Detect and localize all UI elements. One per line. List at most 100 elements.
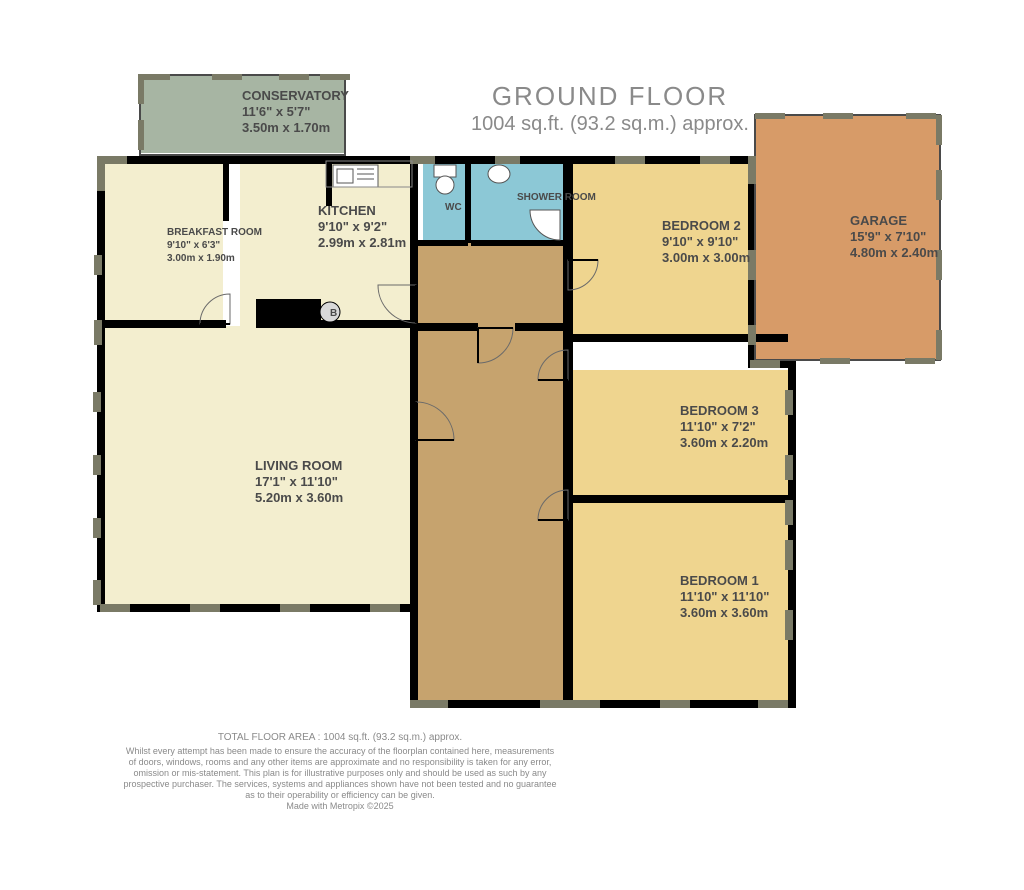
svg-text:2.99m x 2.81m: 2.99m x 2.81m	[318, 235, 406, 250]
wall-accent	[320, 74, 350, 80]
svg-text:KITCHEN: KITCHEN	[318, 203, 376, 218]
kitchen-sink-icon	[333, 165, 378, 187]
wall-accent	[212, 74, 242, 80]
exterior-wall	[415, 156, 570, 164]
svg-text:B: B	[330, 308, 337, 319]
svg-text:9'10" x 6'3": 9'10" x 6'3"	[167, 240, 220, 251]
svg-text:BEDROOM 3: BEDROOM 3	[680, 403, 759, 418]
wall-accent	[93, 518, 101, 538]
label-living: LIVING ROOM17'1" x 11'10"5.20m x 3.60m	[255, 458, 343, 505]
wall-accent	[190, 604, 220, 612]
wall-accent	[820, 358, 850, 364]
svg-text:17'1" x 11'10": 17'1" x 11'10"	[255, 474, 338, 489]
wall-accent	[93, 455, 101, 475]
svg-text:Made with Metropix ©2025: Made with Metropix ©2025	[286, 801, 393, 811]
wall-accent	[750, 360, 780, 368]
svg-text:3.60m x 2.20m: 3.60m x 2.20m	[680, 435, 768, 450]
interior-wall	[563, 604, 573, 708]
interior-wall	[465, 161, 471, 243]
wall-accent	[905, 358, 935, 364]
interior-wall	[223, 161, 229, 221]
svg-text:3.00m x 1.90m: 3.00m x 1.90m	[167, 253, 235, 264]
wall-accent	[785, 540, 793, 570]
wall-accent	[785, 455, 793, 480]
interior-wall	[418, 240, 468, 246]
wall-accent	[785, 500, 793, 525]
svg-text:15'9" x 7'10": 15'9" x 7'10"	[850, 229, 926, 244]
svg-text:5.20m x 3.60m: 5.20m x 3.60m	[255, 490, 343, 505]
wall-accent	[370, 604, 400, 612]
wall-accent	[936, 170, 942, 200]
wall-accent	[936, 330, 942, 360]
wall-accent	[279, 74, 309, 80]
interior-wall	[410, 604, 418, 708]
svg-text:BREAKFAST ROOM: BREAKFAST ROOM	[167, 227, 262, 238]
exterior-wall	[97, 156, 105, 612]
exterior-wall	[410, 700, 796, 708]
svg-text:GROUND FLOOR: GROUND FLOOR	[492, 81, 728, 111]
toilet-icon	[434, 165, 456, 177]
interior-wall	[326, 161, 332, 206]
kitchen-island	[256, 299, 321, 328]
interior-wall	[573, 495, 788, 503]
wall-accent	[410, 156, 435, 164]
wall-accent	[418, 700, 448, 708]
wall-accent	[140, 74, 170, 80]
svg-text:3.50m x 1.70m: 3.50m x 1.70m	[242, 120, 330, 135]
wall-accent	[748, 156, 756, 184]
svg-text:WC: WC	[445, 202, 462, 213]
svg-text:SHOWER ROOM: SHOWER ROOM	[517, 192, 596, 203]
svg-text:4.80m x 2.40m: 4.80m x 2.40m	[850, 245, 938, 260]
wall-accent	[100, 604, 130, 612]
interior-wall	[410, 326, 418, 608]
interior-wall	[418, 323, 478, 331]
wall-accent	[93, 580, 101, 605]
svg-text:TOTAL FLOOR AREA : 1004 sq.ft.: TOTAL FLOOR AREA : 1004 sq.ft. (93.2 sq.…	[218, 732, 462, 743]
wall-accent	[138, 74, 144, 104]
wall-accent	[615, 156, 645, 164]
svg-text:omission or mis-statement. Thi: omission or mis-statement. This plan is …	[133, 768, 547, 778]
interior-wall	[515, 323, 573, 331]
exterior-wall	[97, 604, 418, 612]
svg-text:LIVING ROOM: LIVING ROOM	[255, 458, 342, 473]
svg-text:of doors, windows, rooms and a: of doors, windows, rooms and any other i…	[129, 757, 552, 767]
interior-wall	[563, 540, 573, 585]
wall-accent	[94, 255, 102, 275]
exterior-wall	[97, 156, 415, 164]
wall-accent	[410, 700, 418, 708]
label-bed2: BEDROOM 29'10" x 9'10"3.00m x 3.00m	[662, 218, 750, 265]
svg-text:9'10" x 9'2": 9'10" x 9'2"	[318, 219, 387, 234]
svg-text:1004 sq.ft. (93.2 sq.m.) appro: 1004 sq.ft. (93.2 sq.m.) approx.	[471, 113, 749, 135]
wall-accent	[94, 320, 102, 345]
label-bed1: BEDROOM 111'10" x 11'10"3.60m x 3.60m	[680, 573, 769, 620]
svg-text:11'10" x 7'2": 11'10" x 7'2"	[680, 419, 756, 434]
floor-plan-canvas: B CONSERVATORY11'6" x 5'7"3.50m x 1.70m BR…	[0, 0, 1024, 890]
wall-accent	[906, 113, 936, 119]
wall-accent	[785, 390, 793, 415]
svg-text:CONSERVATORY: CONSERVATORY	[242, 88, 349, 103]
svg-text:3.60m x 3.60m: 3.60m x 3.60m	[680, 605, 768, 620]
exterior-wall	[788, 368, 796, 506]
basin-icon	[488, 165, 510, 183]
wall-accent	[660, 700, 690, 708]
wall-accent	[540, 700, 570, 708]
svg-text:11'6" x 5'7": 11'6" x 5'7"	[242, 104, 310, 119]
label-wc: WC	[445, 202, 462, 213]
label-bed3: BEDROOM 311'10" x 7'2"3.60m x 2.20m	[680, 403, 768, 450]
wall-accent	[280, 604, 310, 612]
svg-text:BEDROOM 2: BEDROOM 2	[662, 218, 741, 233]
svg-text:BEDROOM 1: BEDROOM 1	[680, 573, 759, 588]
room-hallway	[412, 243, 573, 701]
svg-text:as to their operability or eff: as to their operability or efficiency ca…	[245, 790, 434, 800]
wall-accent	[495, 156, 520, 164]
wall-accent	[936, 115, 942, 145]
wall-accent	[570, 700, 600, 708]
room-bed3	[573, 370, 788, 498]
interior-wall	[563, 161, 573, 334]
wall-accent	[785, 610, 793, 640]
wall-accent	[138, 120, 144, 150]
wall-accent	[700, 156, 730, 164]
wall-accent	[97, 156, 105, 191]
svg-text:3.00m x 3.00m: 3.00m x 3.00m	[662, 250, 750, 265]
svg-text:9'10" x 9'10": 9'10" x 9'10"	[662, 234, 738, 249]
